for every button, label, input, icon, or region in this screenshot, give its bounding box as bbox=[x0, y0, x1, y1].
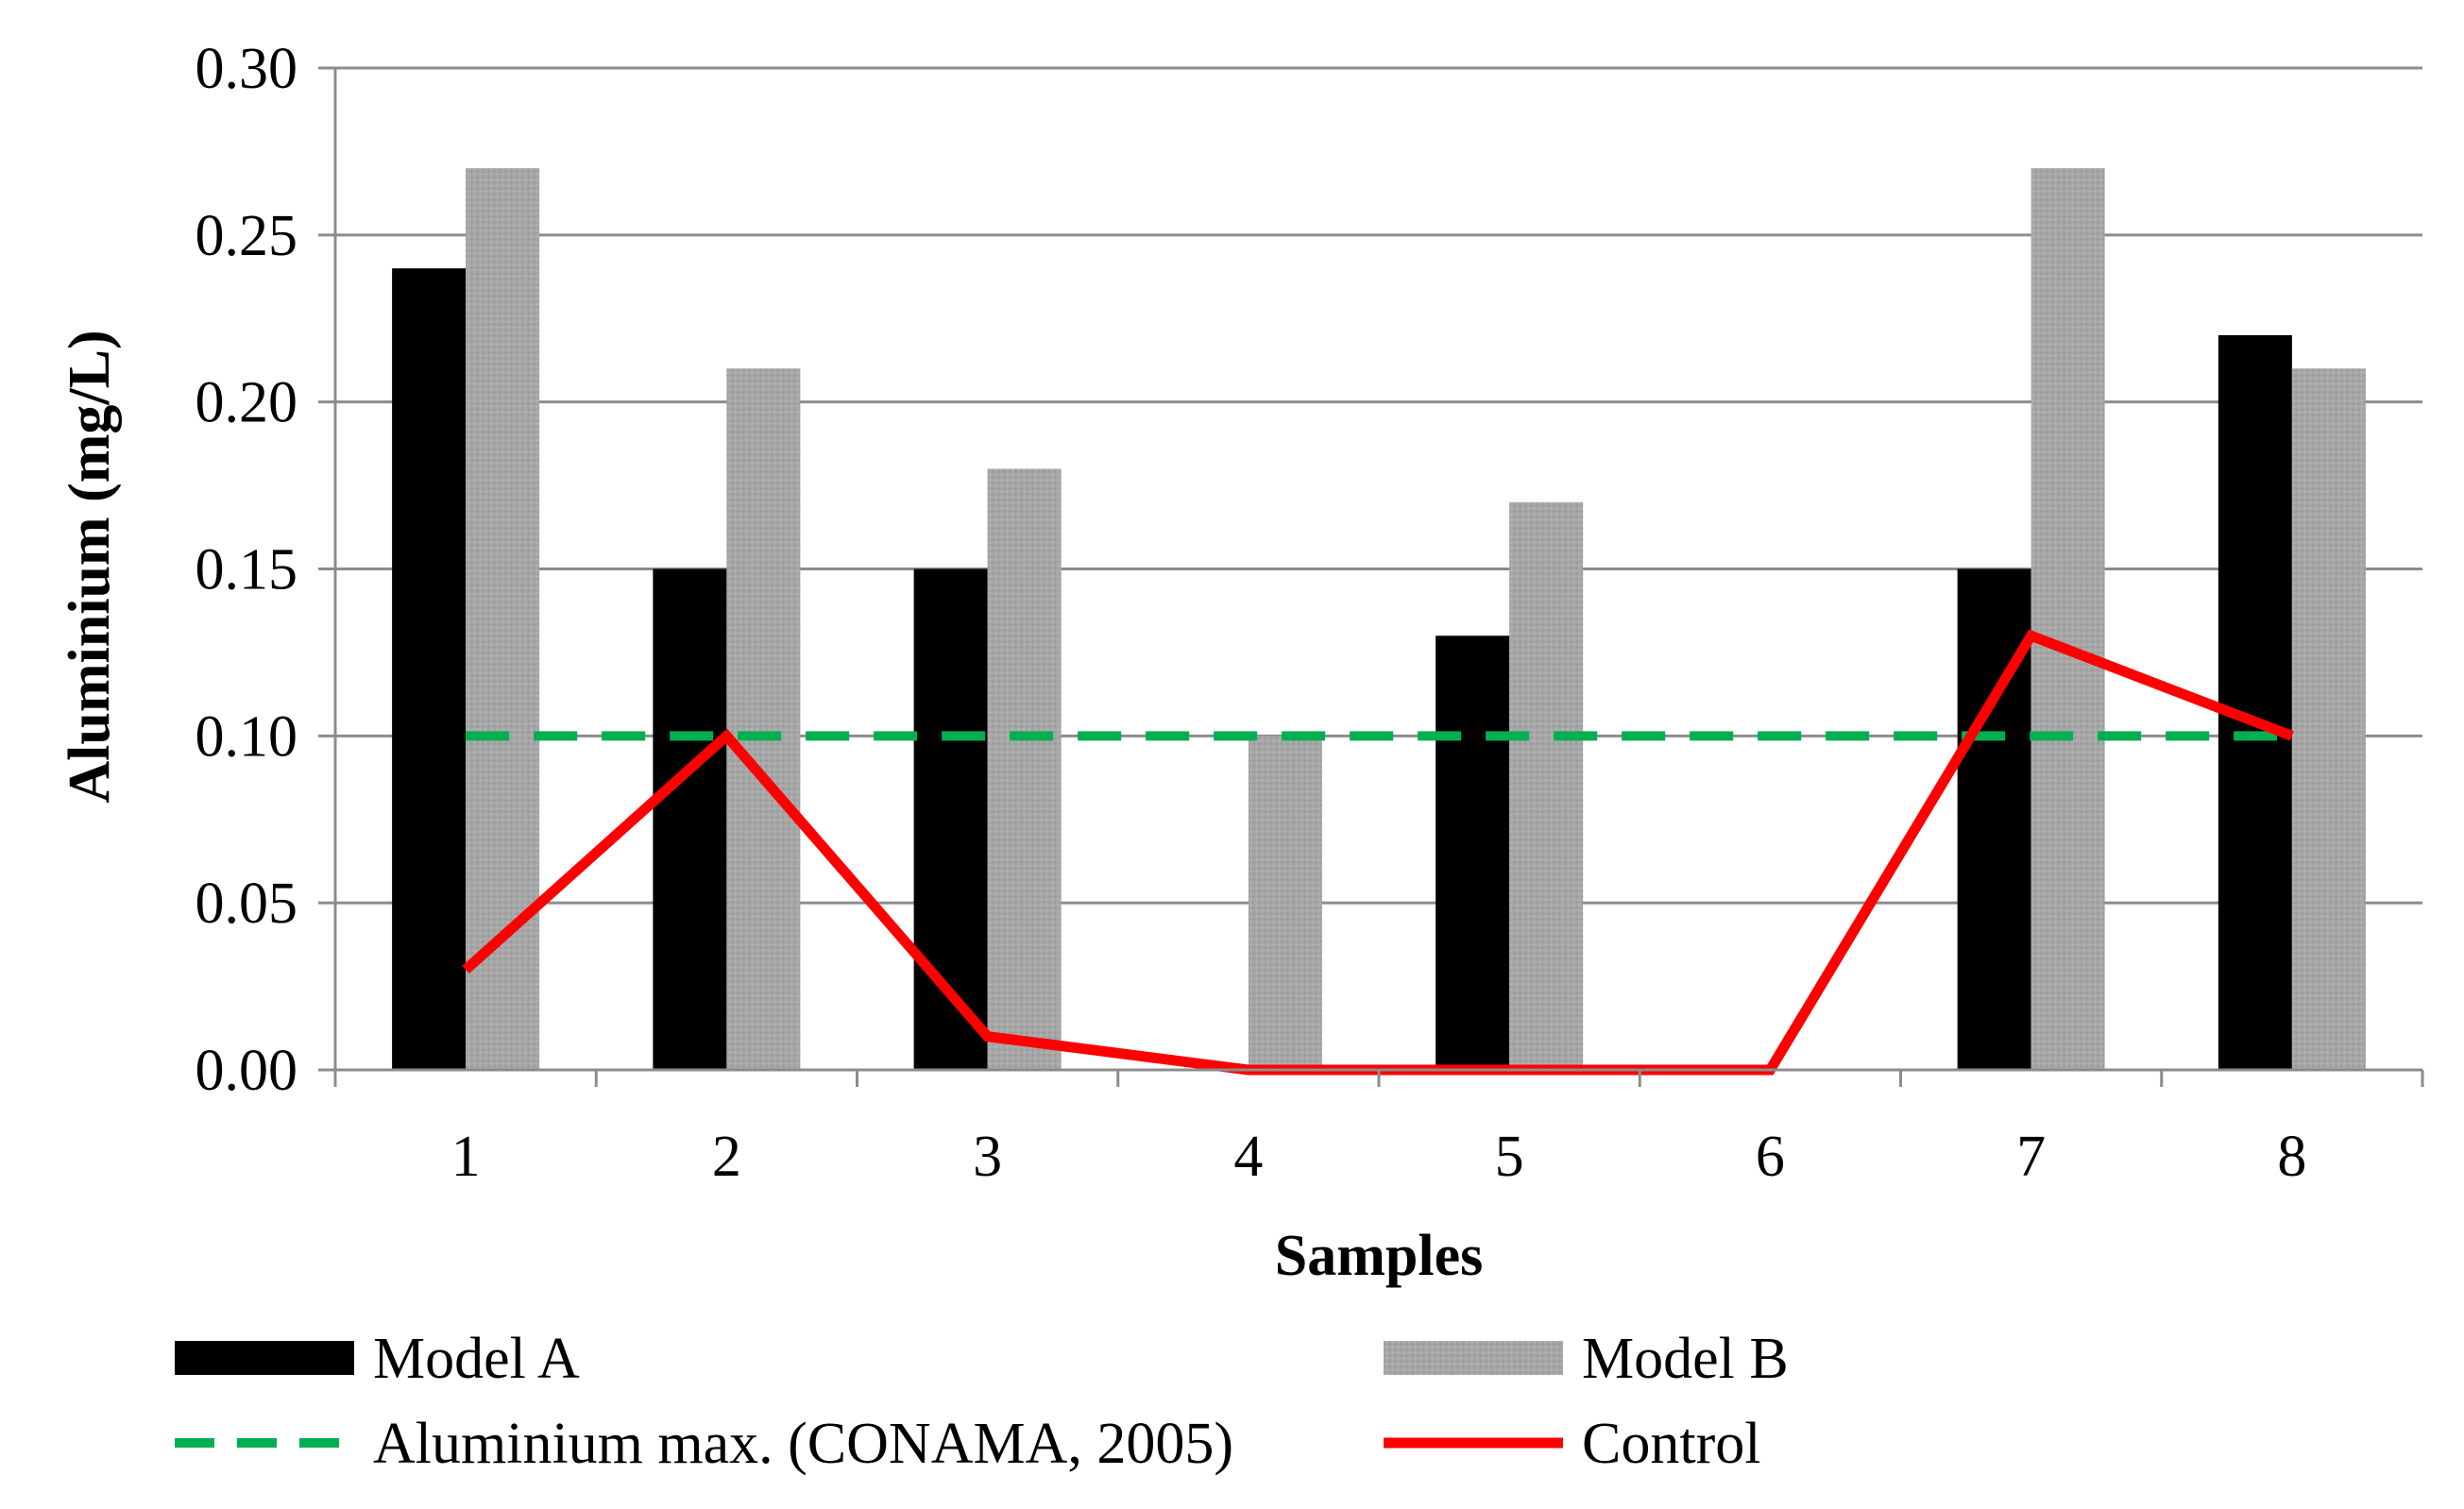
y-tick-label: 0.25 bbox=[195, 204, 298, 268]
y-tick-label: 0.05 bbox=[195, 872, 298, 936]
legend: Model A Model B Aluminium max. (CONAMA, 20… bbox=[175, 1327, 1789, 1476]
x-tick-label: 6 bbox=[1756, 1125, 1785, 1189]
x-tick-label: 5 bbox=[1495, 1125, 1524, 1189]
gridlines bbox=[335, 66, 2422, 905]
bar-model-b-5 bbox=[1509, 501, 1584, 1070]
bar-model-b-4 bbox=[1248, 736, 1322, 1070]
bar-model-a-2 bbox=[653, 568, 727, 1070]
legend-swatch bbox=[1384, 1341, 1563, 1375]
x-tick-label: 1 bbox=[451, 1125, 481, 1189]
legend-label: Control bbox=[1582, 1412, 1760, 1476]
legend-label: Model B bbox=[1582, 1327, 1789, 1391]
legend-item: Model B bbox=[1384, 1327, 1789, 1391]
bar-model-a-8 bbox=[2218, 334, 2292, 1070]
x-axis-title: Samples bbox=[1275, 1224, 1483, 1288]
bar-model-a-1 bbox=[392, 268, 467, 1070]
bar-model-b-3 bbox=[987, 468, 1062, 1070]
legend-item: Control bbox=[1384, 1412, 1760, 1476]
legend-item: Model A bbox=[175, 1327, 580, 1391]
x-tick-labels: 1 2 3 4 5 6 7 8 bbox=[451, 1125, 2307, 1189]
y-axis-title: Aluminium (mg/L) bbox=[58, 330, 122, 803]
y-tick-label: 0.30 bbox=[195, 37, 298, 101]
legend-item: Aluminium max. (CONAMA, 2005) bbox=[175, 1412, 1233, 1476]
x-tick-label: 4 bbox=[1233, 1125, 1263, 1189]
bar-model-a-5 bbox=[1436, 636, 1510, 1070]
x-tick-label: 3 bbox=[973, 1125, 1002, 1189]
bar-model-b-8 bbox=[2291, 368, 2366, 1070]
bar-model-b-2 bbox=[726, 368, 801, 1070]
bars bbox=[392, 168, 2366, 1071]
bar-model-b-7 bbox=[2031, 168, 2105, 1071]
x-tick-label: 2 bbox=[712, 1125, 741, 1189]
x-tick-label: 7 bbox=[2016, 1125, 2046, 1189]
y-tick-label: 0.00 bbox=[195, 1039, 298, 1103]
y-tick-label: 0.20 bbox=[195, 371, 298, 435]
axes bbox=[318, 66, 2424, 1087]
legend-label: Model A bbox=[373, 1327, 580, 1391]
y-tick-labels: 0.00 0.05 0.10 0.15 0.20 0.25 0.30 bbox=[195, 37, 298, 1103]
legend-label: Aluminium max. (CONAMA, 2005) bbox=[373, 1412, 1233, 1476]
y-tick-label: 0.10 bbox=[195, 704, 298, 769]
legend-swatch bbox=[175, 1341, 354, 1375]
y-tick-label: 0.15 bbox=[195, 538, 298, 602]
x-tick-label: 8 bbox=[2277, 1125, 2306, 1189]
